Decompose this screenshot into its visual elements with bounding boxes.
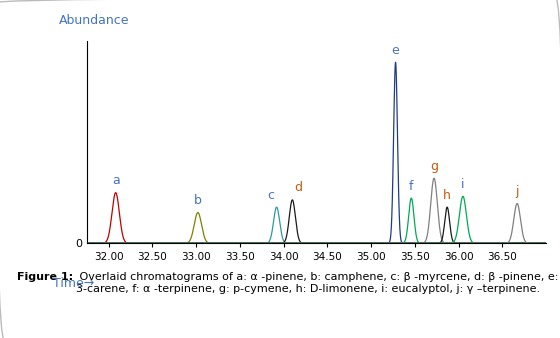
Text: c: c (267, 189, 274, 202)
Text: d: d (295, 182, 302, 194)
Text: Time→: Time→ (53, 277, 95, 290)
Text: Figure 1:: Figure 1: (17, 272, 73, 282)
Text: j: j (515, 185, 519, 198)
Text: i: i (461, 178, 465, 191)
Text: f: f (409, 180, 413, 193)
Text: b: b (194, 194, 202, 207)
Text: h: h (443, 189, 451, 202)
Text: Abundance: Abundance (59, 14, 129, 27)
Text: e: e (391, 44, 399, 57)
Text: Overlaid chromatograms of a: α -pinene, b: camphene, c: β -myrcene, d: β -pinene: Overlaid chromatograms of a: α -pinene, … (76, 272, 558, 294)
Text: a: a (112, 174, 119, 187)
Text: g: g (430, 160, 438, 173)
